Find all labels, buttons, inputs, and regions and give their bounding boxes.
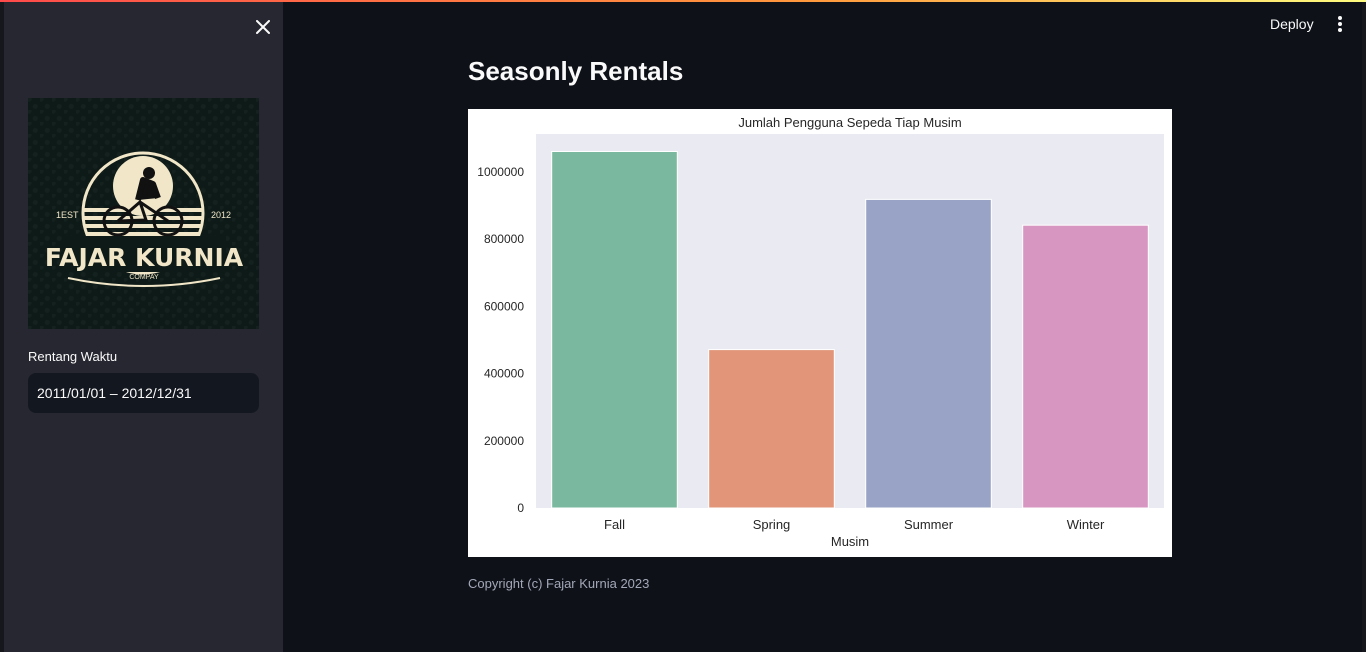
- x-tick-label: Fall: [604, 517, 625, 532]
- y-tick-label: 600000: [484, 299, 524, 313]
- date-range-label: Rentang Waktu: [28, 349, 118, 364]
- y-tick-label: 800000: [484, 232, 524, 246]
- accent-top-bar: [0, 0, 1366, 2]
- y-tick-label: 200000: [484, 434, 524, 448]
- close-icon: [256, 20, 270, 34]
- x-axis-label: Musim: [831, 534, 869, 549]
- x-tick-label: Summer: [904, 517, 954, 532]
- x-tick-label: Spring: [753, 517, 791, 532]
- page-title: Seasonly Rentals: [468, 56, 684, 86]
- season-bar-chart: Jumlah Pengguna Sepeda Tiap Musim Musim …: [468, 109, 1172, 557]
- date-range-value: 2011/01/01 – 2012/12/31: [37, 385, 192, 401]
- bar-fall: [551, 151, 678, 509]
- main-menu-button[interactable]: [1330, 14, 1350, 34]
- x-tick-label: Winter: [1067, 517, 1105, 532]
- bar-winter: [1022, 224, 1149, 509]
- logo-sub-text: COMPAY: [129, 274, 159, 281]
- logo-est-left: 1EST: [56, 210, 79, 220]
- bar-spring: [708, 349, 835, 509]
- chart-title: Jumlah Pengguna Sepeda Tiap Musim: [738, 115, 961, 130]
- company-logo: 1EST 2012 FAJAR KURNIA COMPAY: [28, 98, 259, 329]
- bar-summer: [865, 198, 992, 509]
- window-edge: [1362, 2, 1366, 652]
- y-tick-label: 1000000: [477, 165, 524, 179]
- date-range-input[interactable]: 2011/01/01 – 2012/12/31: [28, 373, 259, 413]
- y-tick-label: 0: [517, 501, 524, 515]
- close-sidebar-button[interactable]: [250, 14, 276, 40]
- logo-est-right: 2012: [211, 210, 231, 220]
- deploy-button[interactable]: Deploy: [1270, 16, 1314, 32]
- footer-copyright: Copyright (c) Fajar Kurnia 2023: [468, 576, 650, 591]
- chart-svg: Jumlah Pengguna Sepeda Tiap Musim Musim …: [477, 115, 1164, 549]
- logo-brand-text: FAJAR KURNIA: [45, 243, 244, 272]
- sidebar: 1EST 2012 FAJAR KURNIA COMPAY Rentang Wa…: [0, 2, 283, 652]
- y-tick-label: 400000: [484, 367, 524, 381]
- more-vertical-icon: [1338, 16, 1342, 32]
